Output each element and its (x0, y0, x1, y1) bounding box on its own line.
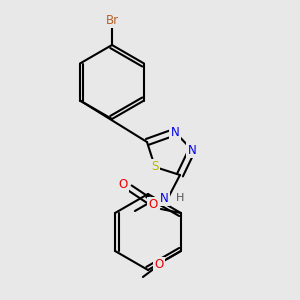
Text: N: N (160, 191, 168, 205)
Text: N: N (188, 143, 196, 157)
Text: N: N (171, 125, 179, 139)
Text: S: S (151, 160, 159, 173)
Text: Br: Br (105, 14, 119, 26)
Text: H: H (176, 193, 184, 203)
Text: O: O (118, 178, 127, 190)
Text: O: O (154, 259, 164, 272)
Text: O: O (148, 199, 158, 212)
